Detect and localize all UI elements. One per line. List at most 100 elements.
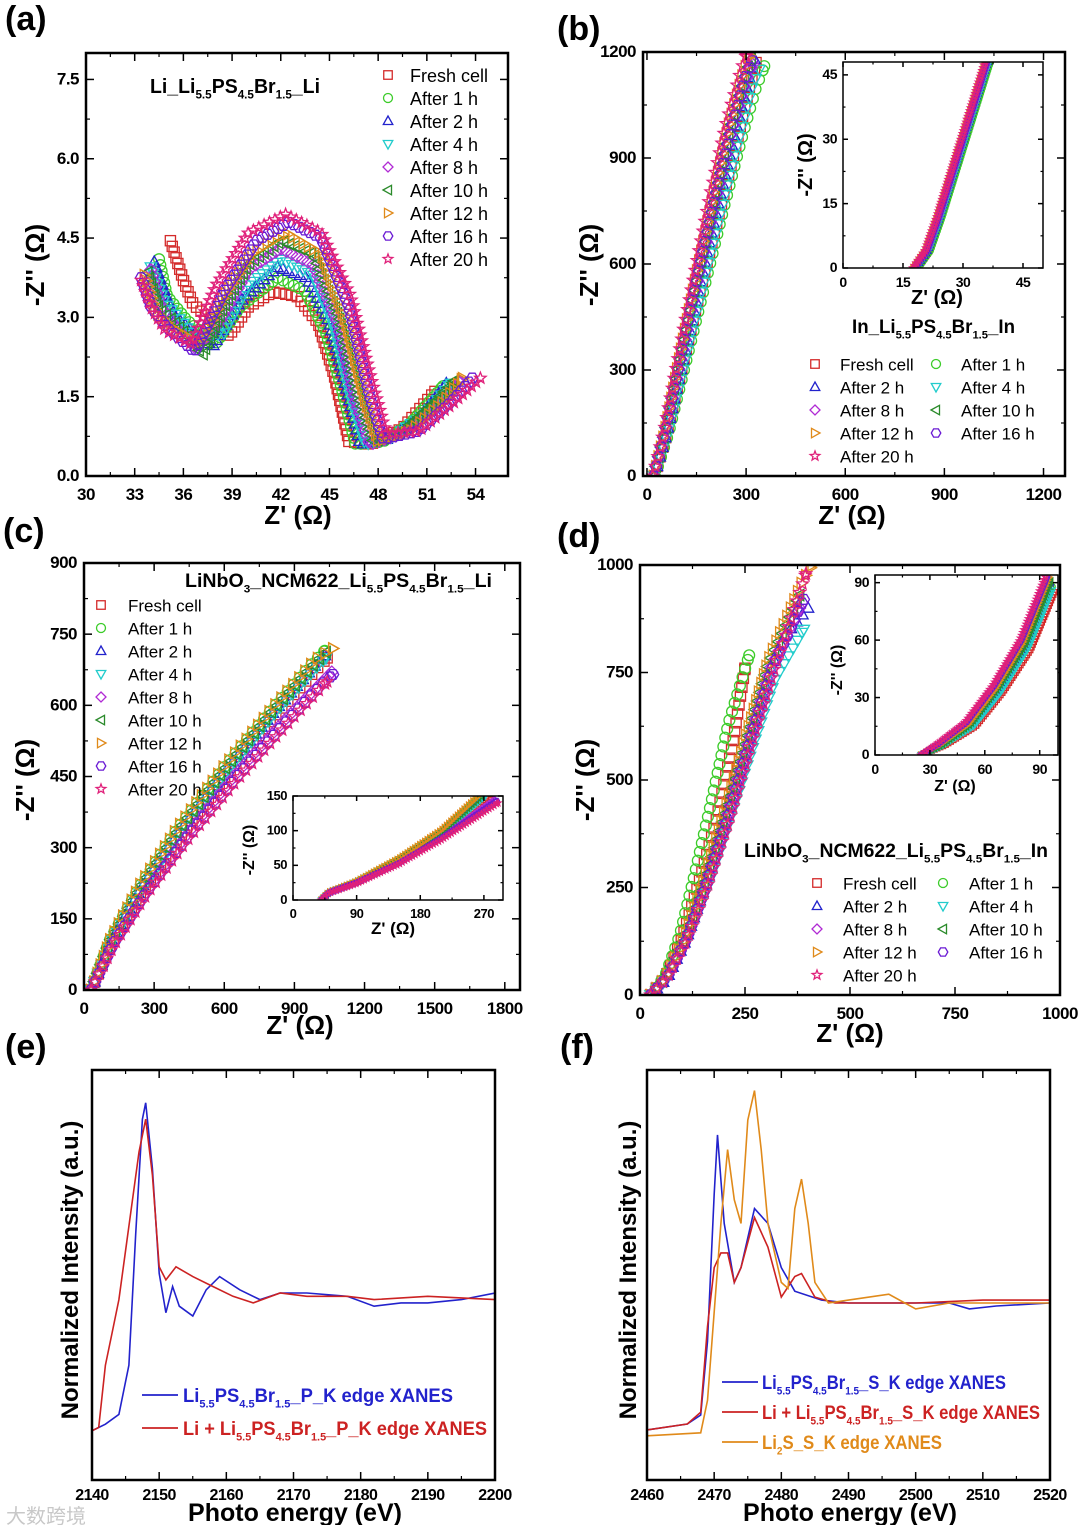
text-run: Photo energy (eV) (743, 1499, 957, 1525)
text-run: Li_Li (150, 76, 195, 98)
legend-label: After 16 h (961, 424, 1035, 443)
data-marker (250, 234, 264, 246)
x-tick-label: 90 (1032, 761, 1047, 777)
chart-d: 0 250 500 750 100002505007501000LiNbO3_NCM62… (570, 555, 1078, 1048)
y-tick-label: 4.5 (57, 228, 79, 247)
data-marker (108, 934, 124, 949)
y-tick-label: 60 (854, 631, 869, 647)
data-marker (709, 775, 722, 788)
data-marker (697, 213, 713, 228)
x-tick-label: 39 (223, 485, 241, 504)
series-layer (316, 796, 503, 900)
legend-label: Li5.5PS4.5Br1.5_S_K edge XANES (762, 1373, 1006, 1397)
data-marker (683, 335, 697, 349)
legend-label: After 10 h (961, 401, 1035, 420)
data-marker (462, 376, 476, 388)
y-axis-label: Normalized Intensity (a.u.) (57, 1121, 84, 1420)
legend-label: After 16 h (410, 227, 488, 247)
data-marker (643, 987, 658, 995)
data-marker (732, 131, 747, 145)
text-run: _S_K edge XANES (858, 1373, 1006, 1394)
data-marker (280, 288, 292, 301)
y-tick-label: 1.5 (57, 387, 79, 406)
text-run: S_S_K edge XANES (783, 1433, 942, 1454)
data-marker (748, 721, 764, 736)
data-marker (180, 831, 196, 846)
legend-item: After 12 h (812, 943, 917, 962)
data-marker (707, 164, 723, 179)
legend-marker (937, 901, 949, 913)
data-marker (271, 222, 285, 234)
text-run: -Z'' (Ω) (795, 133, 817, 196)
data-marker (712, 144, 727, 160)
text-run: Z' (Ω) (266, 1010, 333, 1040)
text-run: After 12 h (843, 943, 917, 962)
data-marker (292, 221, 306, 233)
panel-label-a: (a) (5, 0, 47, 38)
x-tick-label: 45 (1016, 274, 1031, 290)
data-marker (362, 873, 372, 883)
data-marker (152, 859, 167, 872)
data-marker (195, 347, 208, 361)
text-run: After 12 h (840, 424, 914, 443)
data-marker (1048, 587, 1057, 595)
data-marker (428, 393, 442, 408)
text-run: PS (215, 1386, 240, 1407)
subscript: 2 (777, 1446, 783, 1458)
data-marker (323, 671, 337, 683)
data-marker (752, 64, 767, 78)
data-marker (162, 844, 177, 857)
data-marker (410, 849, 420, 859)
data-marker (137, 888, 153, 904)
legend-label: After 1 h (128, 619, 192, 638)
data-marker (99, 950, 115, 965)
data-marker (247, 239, 261, 251)
data-marker (137, 283, 153, 299)
text-run: After 8 h (843, 920, 907, 939)
data-marker (715, 199, 730, 212)
legend-label: Fresh cell (410, 66, 488, 86)
subscript: 4.5 (238, 88, 255, 102)
data-marker (745, 730, 761, 745)
chart-c: 0 300 600 900 1200 1500 1800015030045060075090… (10, 553, 523, 1040)
data-marker (253, 254, 268, 269)
data-marker (796, 624, 811, 637)
data-marker (143, 262, 158, 277)
subscript: 1.5 (879, 1416, 893, 1428)
data-marker (276, 261, 290, 274)
data-marker (135, 278, 151, 293)
y-tick-label: 500 (606, 770, 633, 789)
charts-layer: 30 33 36 39 42 45 48 51 540.01.53.04.56.07.5 Li_L… (10, 42, 1078, 1525)
data-marker (745, 55, 759, 67)
data-marker (493, 798, 503, 807)
subscript: 5.5 (195, 88, 212, 102)
x-tick-label: 300 (141, 999, 168, 1018)
series-li-li-5-5-ps-4-5-br-1-5-s-k-edge-xanes-line (647, 1215, 1050, 1431)
data-marker (763, 670, 779, 685)
x-tick-label: 0 (642, 485, 651, 504)
data-marker (244, 736, 259, 750)
y-tick-label: 600 (50, 695, 77, 714)
data-marker (220, 782, 236, 797)
series-layer (133, 206, 488, 451)
legend-item: Fresh cell (96, 596, 202, 615)
data-marker (693, 845, 706, 858)
data-marker (699, 203, 715, 218)
data-marker (716, 125, 732, 140)
legend-marker (381, 184, 393, 196)
data-marker (748, 74, 763, 87)
subscript: 1.5 (1004, 853, 1021, 865)
data-marker (486, 802, 497, 812)
data-marker (718, 190, 733, 203)
chart-title: Li_Li5.5PS4.5Br1.5_Li (150, 76, 320, 102)
text-run: After 20 h (410, 250, 488, 270)
x-tick-label: 750 (942, 1004, 969, 1023)
data-marker (331, 885, 341, 895)
legend-label: Fresh cell (843, 874, 917, 893)
chart-a: 30 33 36 39 42 45 48 51 540.01.53.04.56.07.5 Li_L… (20, 51, 510, 530)
data-marker (239, 743, 253, 756)
legend-label: After 1 h (410, 89, 478, 109)
x-tick-label: 0 (80, 999, 89, 1018)
